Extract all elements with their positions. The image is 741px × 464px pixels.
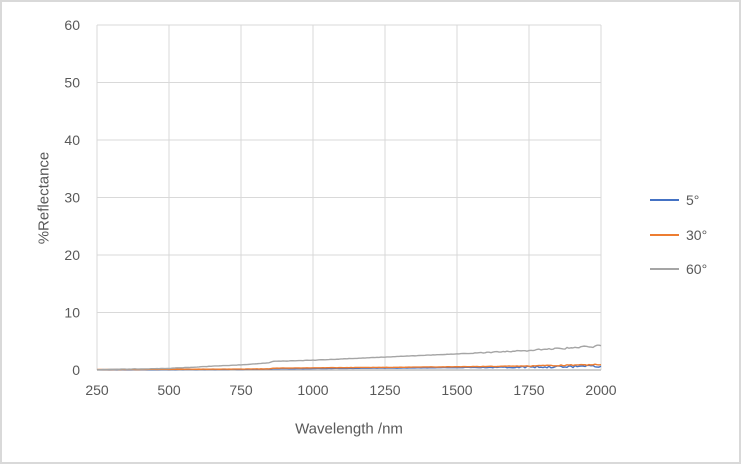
x-tick-label: 250	[85, 382, 109, 398]
x-tick-label: 2000	[585, 382, 616, 398]
y-tick-label: 60	[64, 17, 80, 33]
legend-label: 60°	[686, 261, 708, 277]
gridlines	[96, 24, 602, 371]
y-tick-label: 20	[64, 247, 80, 263]
legend-label: 30°	[686, 226, 708, 243]
legend-marker-5deg	[650, 199, 679, 201]
legend-item-60deg: 60°	[650, 261, 708, 277]
x-tick-label: 1750	[513, 382, 544, 398]
x-tick-label: 1500	[441, 382, 472, 398]
series-line-30deg	[96, 363, 602, 371]
x-tick-label: 500	[157, 382, 181, 398]
legend-label: 5°	[686, 192, 700, 208]
x-tick-label: 1000	[297, 382, 328, 398]
legend-item-30deg: 30°	[650, 226, 708, 243]
legend-marker-60deg	[650, 268, 679, 270]
y-axis-title: %Reflectance	[35, 151, 53, 245]
y-tick-label: 40	[64, 132, 80, 148]
x-tick-label: 1250	[369, 382, 400, 398]
y-tick-label: 50	[64, 74, 80, 90]
y-tick-label: 10	[64, 304, 80, 320]
x-axis-title: Wavelength /nm	[295, 420, 403, 438]
legend-marker-30deg	[650, 233, 679, 236]
tick-labels: 0 10 20 30 40 50 60 250 500 750 1000 1250 1500 1750 20…	[64, 17, 616, 398]
y-tick-label: 30	[64, 189, 80, 205]
y-tick-label: 0	[72, 362, 80, 378]
legend-item-5deg: 5°	[650, 192, 700, 208]
series-line-60deg	[96, 344, 602, 371]
x-tick-label: 750	[229, 382, 253, 398]
